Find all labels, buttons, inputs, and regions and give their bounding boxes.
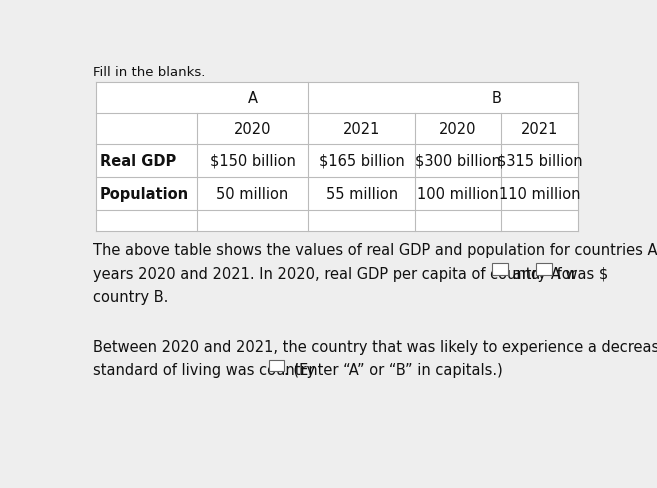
Text: The above table shows the values of real GDP and population for countries A and : The above table shows the values of real… (93, 243, 657, 258)
Text: 2021: 2021 (343, 122, 380, 137)
Text: country B.: country B. (93, 289, 168, 304)
Bar (269, 360, 284, 371)
Text: years 2020 and 2021. In 2020, real GDP per capita of country A was $: years 2020 and 2021. In 2020, real GDP p… (93, 266, 608, 281)
Text: for: for (552, 266, 577, 281)
Bar (536, 264, 552, 275)
Text: 2020: 2020 (440, 122, 477, 137)
Text: $150 billion: $150 billion (210, 154, 296, 169)
Text: A: A (248, 91, 258, 106)
Text: 2021: 2021 (521, 122, 558, 137)
Text: B: B (492, 91, 502, 106)
Text: 110 million: 110 million (499, 187, 580, 202)
Text: Real GDP: Real GDP (100, 154, 176, 169)
Text: 2020: 2020 (234, 122, 271, 137)
Text: Fill in the blanks.: Fill in the blanks. (93, 66, 206, 79)
Text: 55 million: 55 million (326, 187, 398, 202)
Text: . (Enter “A” or “B” in capitals.): . (Enter “A” or “B” in capitals.) (284, 362, 503, 377)
Text: Between 2020 and 2021, the country that was likely to experience a decrease in t: Between 2020 and 2021, the country that … (93, 339, 657, 354)
Text: $300 billion: $300 billion (415, 154, 501, 169)
Text: $165 billion: $165 billion (319, 154, 405, 169)
Bar (96, 83, 578, 231)
Text: 50 million: 50 million (217, 187, 288, 202)
Text: and: and (508, 266, 545, 281)
Text: 100 million: 100 million (417, 187, 499, 202)
Text: Population: Population (100, 187, 189, 202)
Text: $315 billion: $315 billion (497, 154, 582, 169)
Bar (492, 264, 508, 275)
Text: standard of living was country: standard of living was country (93, 362, 320, 377)
